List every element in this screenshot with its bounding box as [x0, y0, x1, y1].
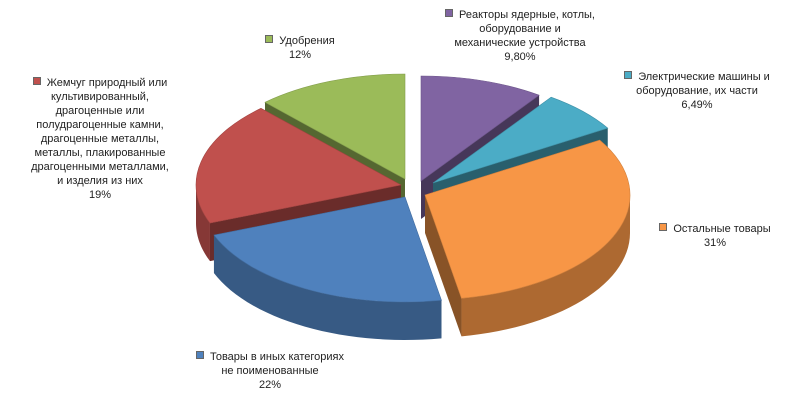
slice-label-text: драгоценными металлами, [31, 161, 169, 173]
slice-value-label: 22% [258, 379, 282, 391]
slice-value-label: 19% [88, 189, 112, 201]
pie-slice-0 [420, 75, 540, 182]
slice-label-line: механические устройства [420, 36, 620, 50]
slice-label-text: драгоценные металлы, [40, 133, 160, 145]
slice-label-text: Реакторы ядерные, котлы, [459, 9, 595, 21]
slice-label-text: не поименованные [221, 365, 319, 377]
slice-label-line: металлы, плакированные [10, 146, 190, 160]
slice-label-text: механические устройства [454, 37, 586, 49]
slice-label-line: Удобрения [240, 34, 360, 48]
slice-label-text: Товары в иных категориях [209, 351, 345, 363]
slice-side-2-0 [461, 195, 630, 337]
slice-label-4: Жемчуг природный или культивированный, дра… [10, 76, 190, 202]
pie-slice-1 [432, 96, 609, 184]
slice-value-label: 9,80% [504, 51, 536, 63]
slice-label-line: оборудование и [420, 22, 620, 36]
slice-label-line: Остальные товары [645, 222, 785, 236]
slice-label-line: Товары в иных категориях [160, 350, 380, 364]
slice-label-line: драгоценные или [10, 104, 190, 118]
slice-label-line: Жемчуг природный или [10, 76, 190, 90]
pie-slice-3 [213, 196, 442, 303]
legend-swatch [445, 9, 454, 17]
legend-swatch [195, 351, 204, 359]
slice-label-line: полудрагоценные камни, [10, 118, 190, 132]
legend-swatch [624, 71, 633, 79]
pie-tops [195, 73, 631, 303]
slice-label-text: Удобрения [279, 35, 335, 47]
slice-label-line: драгоценными металлами, [10, 160, 190, 174]
pie-slice-2 [424, 139, 631, 299]
slice-side-4-0 [196, 185, 210, 262]
slice-label-line: и изделия из них [10, 174, 190, 188]
slice-label-text: полудрагоценные камни, [36, 119, 164, 131]
slice-label-text: драгоценные или [55, 105, 145, 117]
slice-label-line: Электрические машины и [612, 70, 782, 84]
legend-swatch [32, 77, 41, 85]
slice-label-text: Жемчуг природный или [46, 77, 168, 89]
slice-label-line: культивированный, [10, 90, 190, 104]
slice-label-0: Реакторы ядерные, котлы, оборудование и ме… [420, 8, 620, 64]
legend-swatch [265, 35, 274, 43]
slice-label-line: драгоценные металлы, [10, 132, 190, 146]
slice-label-2: Остальные товары 31% [645, 222, 785, 250]
slice-value-label: 6,49% [681, 99, 713, 111]
slice-label-1: Электрические машины и оборудование, их ч… [612, 70, 782, 112]
slice-label-text: оборудование и [479, 23, 561, 35]
slice-label-line: Реакторы ядерные, котлы, [420, 8, 620, 22]
pie-slice-4 [195, 107, 402, 224]
legend-swatch [659, 223, 668, 231]
slice-label-text: Остальные товары [673, 223, 771, 235]
slice-label-text: культивированный, [51, 91, 149, 103]
slice-value-label: 12% [288, 49, 312, 61]
slice-label-5: Удобрения 12% [240, 34, 360, 62]
pie-slice-5 [264, 73, 406, 180]
slice-label-line: не поименованные [160, 364, 380, 378]
slice-label-text: и изделия из них [57, 175, 143, 187]
slice-value-label: 31% [703, 237, 727, 249]
slice-wall-2-1 [425, 195, 462, 337]
slice-side-3-0 [213, 235, 442, 340]
slice-label-text: оборудование, их части [636, 85, 758, 97]
slice-label-line: оборудование, их части [612, 84, 782, 98]
slice-label-3: Товары в иных категориях не поименованные… [160, 350, 380, 392]
slice-label-text: Электрические машины и [638, 71, 770, 83]
slice-label-text: металлы, плакированные [34, 147, 166, 159]
